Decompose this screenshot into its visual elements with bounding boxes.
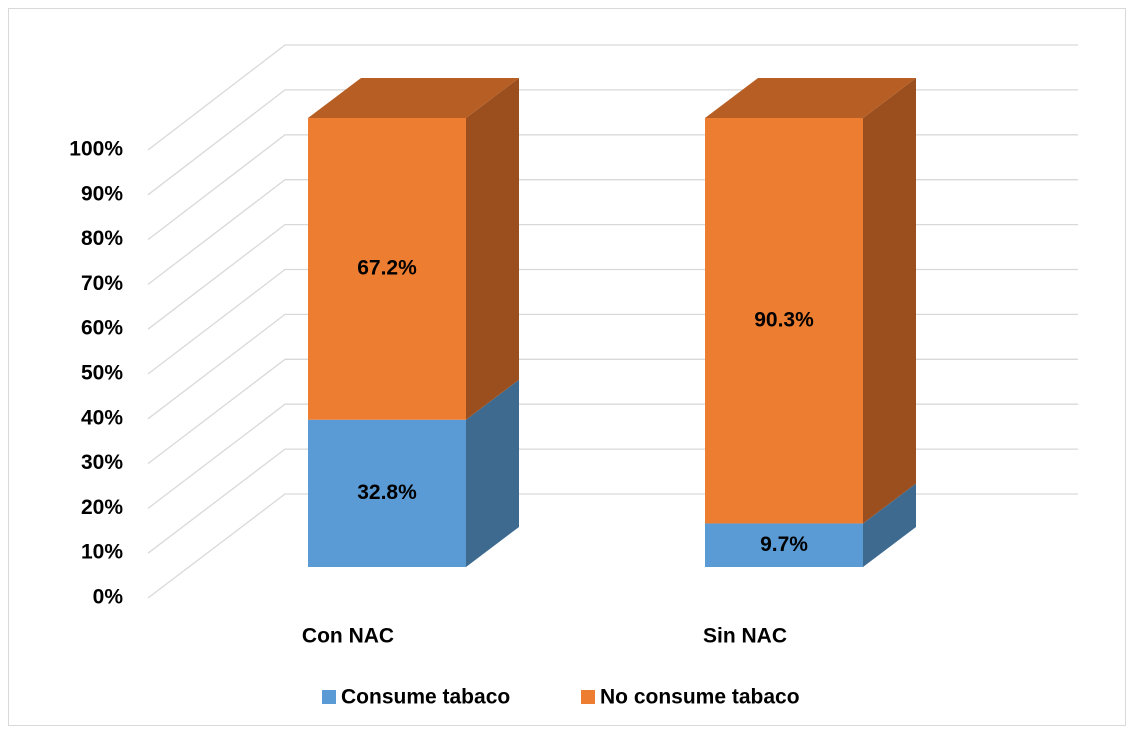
y-tick-label: 40% [81,406,123,429]
legend-swatch [322,690,336,704]
legend-swatch [581,690,595,704]
bar-segment [705,78,916,524]
y-tick-label: 10% [81,541,123,564]
y-tick-label: 100% [69,138,123,161]
y-tick-label: 80% [81,227,123,250]
bar-segment [705,483,916,567]
bar-side [863,483,916,567]
y-tick-label: 0% [93,586,124,609]
y-tick-label: 60% [81,317,123,340]
data-label: 90.3% [754,308,814,331]
bar-segment [308,379,519,567]
legend-label: Consume tabaco [341,686,510,709]
bar-front [705,118,863,524]
y-tick-label: 50% [81,362,123,385]
legend-label: No consume tabaco [600,686,800,709]
y-tick-label: 20% [81,496,123,519]
bar-top [705,78,916,118]
bar-segment [308,78,519,420]
data-label: 9.7% [760,533,808,556]
bar-side [863,78,916,524]
bar-front [308,118,466,420]
bar-side [466,379,519,567]
x-tick-label: Sin NAC [703,625,787,648]
grid-line [147,44,1078,151]
y-tick-label: 70% [81,272,123,295]
x-tick-label: Con NAC [302,625,394,648]
data-label: 67.2% [357,256,417,279]
bar-side [466,78,519,420]
bar-front [308,419,466,567]
bar-top [308,78,519,118]
y-tick-label: 90% [81,182,123,205]
data-label: 32.8% [357,481,417,504]
chart-border [8,8,1126,726]
bar-front [705,523,863,567]
y-tick-label: 30% [81,451,123,474]
